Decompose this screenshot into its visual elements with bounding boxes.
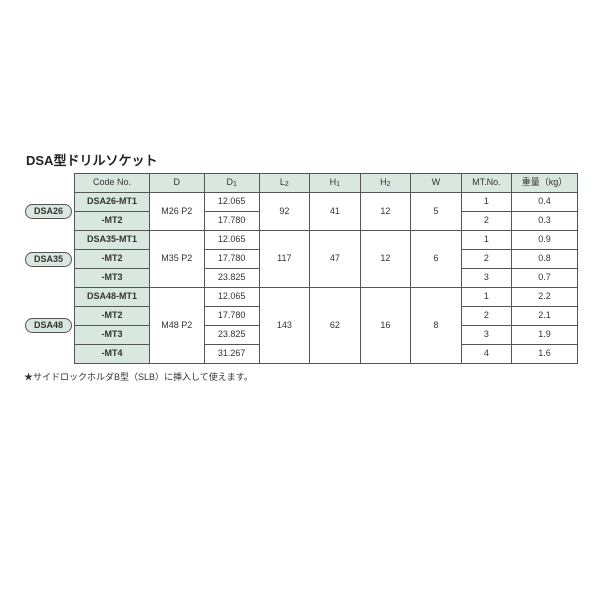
cell-code: DSA48-MT1 (75, 288, 150, 307)
col-d: D (149, 174, 204, 193)
cell-d: M48 P2 (149, 288, 204, 364)
col-mt: MT.No. (461, 174, 512, 193)
spec-table: Code No. D D1 L2 H1 H2 W MT.No. 重量（kg） D… (22, 173, 578, 364)
col-w: W (411, 174, 462, 193)
family-pill: DSA48 (25, 318, 72, 333)
family-label-cell: DSA48 (22, 288, 75, 364)
cell-wt: 1.6 (512, 345, 578, 364)
family-label-cell: DSA35 (22, 231, 75, 288)
table-row: DSA26DSA26-MT1M26 P212.065924112510.4 (22, 193, 578, 212)
cell-d1: 17.780 (204, 307, 259, 326)
col-d1: D1 (204, 174, 259, 193)
cell-mt: 4 (461, 345, 512, 364)
cell-w: 8 (411, 288, 462, 364)
col-code: Code No. (75, 174, 150, 193)
cell-h2: 12 (360, 193, 411, 231)
cell-h1: 62 (310, 288, 361, 364)
cell-wt: 0.9 (512, 231, 578, 250)
cell-d1: 17.780 (204, 250, 259, 269)
cell-code: -MT3 (75, 326, 150, 345)
cell-d1: 17.780 (204, 212, 259, 231)
cell-code: DSA26-MT1 (75, 193, 150, 212)
family-label-cell: DSA26 (22, 193, 75, 231)
cell-code: -MT3 (75, 269, 150, 288)
col-h2: H2 (360, 174, 411, 193)
table-header-row: Code No. D D1 L2 H1 H2 W MT.No. 重量（kg） (22, 174, 578, 193)
header-spacer (22, 174, 75, 193)
cell-l2: 143 (259, 288, 310, 364)
cell-mt: 1 (461, 288, 512, 307)
cell-wt: 1.9 (512, 326, 578, 345)
cell-mt: 2 (461, 307, 512, 326)
cell-wt: 0.4 (512, 193, 578, 212)
cell-d1: 23.825 (204, 326, 259, 345)
cell-wt: 0.7 (512, 269, 578, 288)
cell-wt: 0.3 (512, 212, 578, 231)
cell-code: DSA35-MT1 (75, 231, 150, 250)
cell-l2: 92 (259, 193, 310, 231)
cell-code: -MT4 (75, 345, 150, 364)
cell-h2: 12 (360, 231, 411, 288)
cell-d1: 23.825 (204, 269, 259, 288)
cell-l2: 117 (259, 231, 310, 288)
family-pill: DSA35 (25, 252, 72, 267)
col-h1: H1 (310, 174, 361, 193)
cell-w: 6 (411, 231, 462, 288)
cell-wt: 0.8 (512, 250, 578, 269)
cell-w: 5 (411, 193, 462, 231)
cell-d1: 31.267 (204, 345, 259, 364)
table-row: DSA35DSA35-MT1M35 P212.0651174712610.9 (22, 231, 578, 250)
cell-d1: 12.065 (204, 288, 259, 307)
table-title: DSA型ドリルソケット (26, 150, 578, 169)
cell-mt: 3 (461, 269, 512, 288)
table-row: DSA48DSA48-MT1M48 P212.0651436216812.2 (22, 288, 578, 307)
cell-d: M26 P2 (149, 193, 204, 231)
cell-mt: 1 (461, 193, 512, 212)
cell-code: -MT2 (75, 212, 150, 231)
family-pill: DSA26 (25, 204, 72, 219)
footnote: ★サイドロックホルダB型（SLB）に挿入して使えます。 (24, 370, 578, 383)
cell-d: M35 P2 (149, 231, 204, 288)
cell-wt: 2.2 (512, 288, 578, 307)
cell-code: -MT2 (75, 307, 150, 326)
cell-h1: 47 (310, 231, 361, 288)
col-l2: L2 (259, 174, 310, 193)
cell-mt: 3 (461, 326, 512, 345)
cell-d1: 12.065 (204, 193, 259, 212)
cell-code: -MT2 (75, 250, 150, 269)
cell-mt: 2 (461, 212, 512, 231)
cell-h2: 16 (360, 288, 411, 364)
cell-d1: 12.065 (204, 231, 259, 250)
cell-mt: 1 (461, 231, 512, 250)
cell-h1: 41 (310, 193, 361, 231)
col-wt: 重量（kg） (512, 174, 578, 193)
cell-wt: 2.1 (512, 307, 578, 326)
cell-mt: 2 (461, 250, 512, 269)
